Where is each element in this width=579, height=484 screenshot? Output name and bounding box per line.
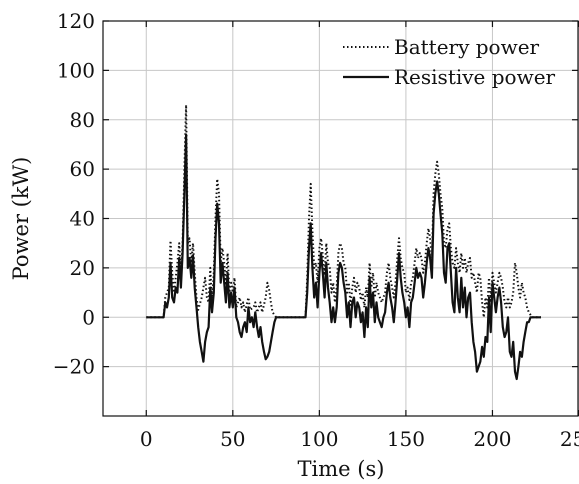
x-tick-label: 100 <box>300 427 338 451</box>
axis-ticks <box>103 20 579 416</box>
legend-label-battery-power: Battery power <box>394 35 540 59</box>
x-tick-label: 250 <box>560 427 579 451</box>
y-tick-labels: −20 0 20 40 60 80 100 120 <box>53 9 95 379</box>
y-tick-label: 20 <box>70 256 95 280</box>
x-tick-label: 50 <box>220 427 245 451</box>
y-tick-label: 40 <box>70 207 95 231</box>
y-tick-label: 120 <box>57 9 95 33</box>
series-line-resistive-power <box>146 133 541 381</box>
plot-series <box>146 103 541 381</box>
x-tick-label: 150 <box>387 427 425 451</box>
x-axis-label: Time (s) <box>298 457 385 481</box>
y-axis-label: Power (kW) <box>9 157 33 281</box>
y-tick-label: 0 <box>82 305 95 329</box>
legend-label-resistive-power: Resistive power <box>394 65 556 89</box>
x-tick-label: 0 <box>140 427 153 451</box>
x-tick-label: 200 <box>473 427 511 451</box>
y-tick-label: −20 <box>53 355 95 379</box>
y-tick-label: 80 <box>70 108 95 132</box>
y-tick-label: 100 <box>57 58 95 82</box>
legend: Battery power Resistive power <box>343 35 556 89</box>
x-tick-labels: 0 50 100 150 200 250 <box>140 427 579 451</box>
y-tick-label: 60 <box>70 157 95 181</box>
